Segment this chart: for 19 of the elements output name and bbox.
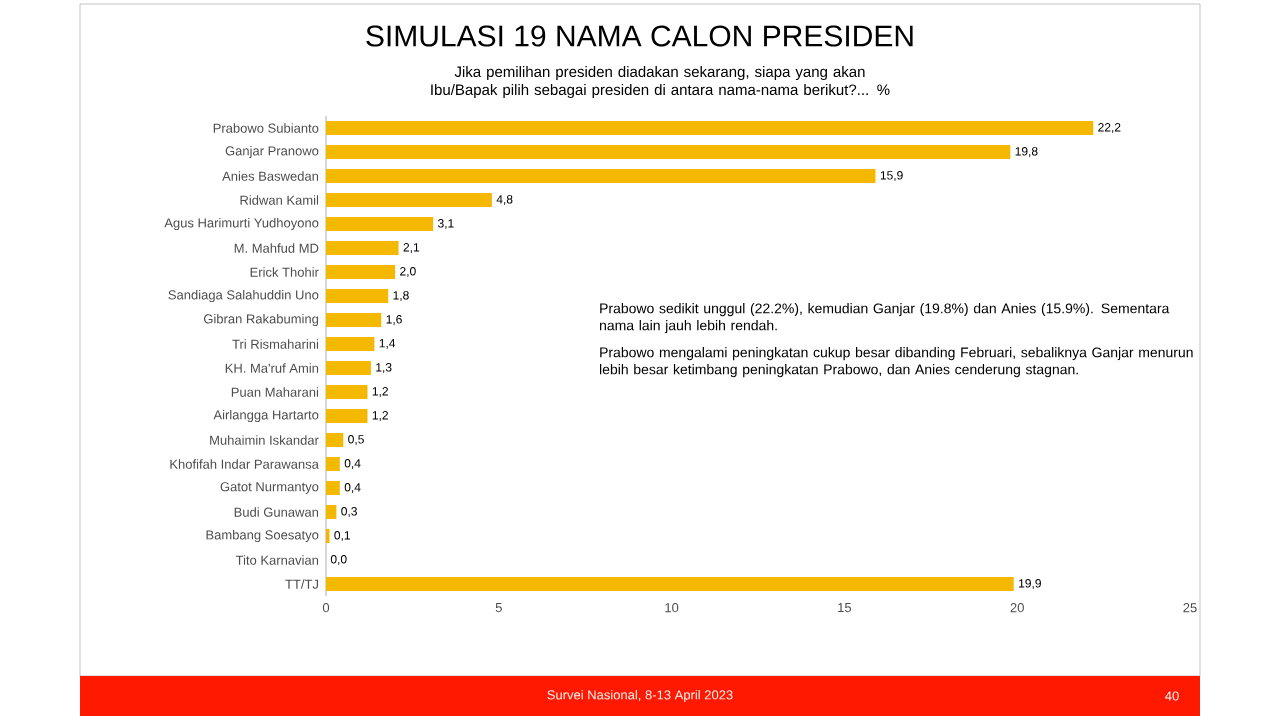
bar xyxy=(326,265,396,280)
bar xyxy=(326,313,382,328)
bar xyxy=(326,481,340,496)
bar xyxy=(326,289,389,304)
bar xyxy=(326,169,876,184)
bar xyxy=(326,361,371,376)
chart-title: SIMULASI 19 NAMA CALON PRESIDEN xyxy=(366,25,913,47)
bar xyxy=(326,217,434,232)
bar xyxy=(326,337,375,352)
bar xyxy=(326,145,1011,160)
bar xyxy=(326,457,340,471)
bar xyxy=(326,193,492,207)
bar xyxy=(326,409,368,423)
bar xyxy=(326,577,1014,591)
bar xyxy=(326,385,368,400)
bar xyxy=(326,121,1094,136)
bar xyxy=(326,505,337,520)
bar xyxy=(326,433,344,448)
bar xyxy=(326,241,399,255)
